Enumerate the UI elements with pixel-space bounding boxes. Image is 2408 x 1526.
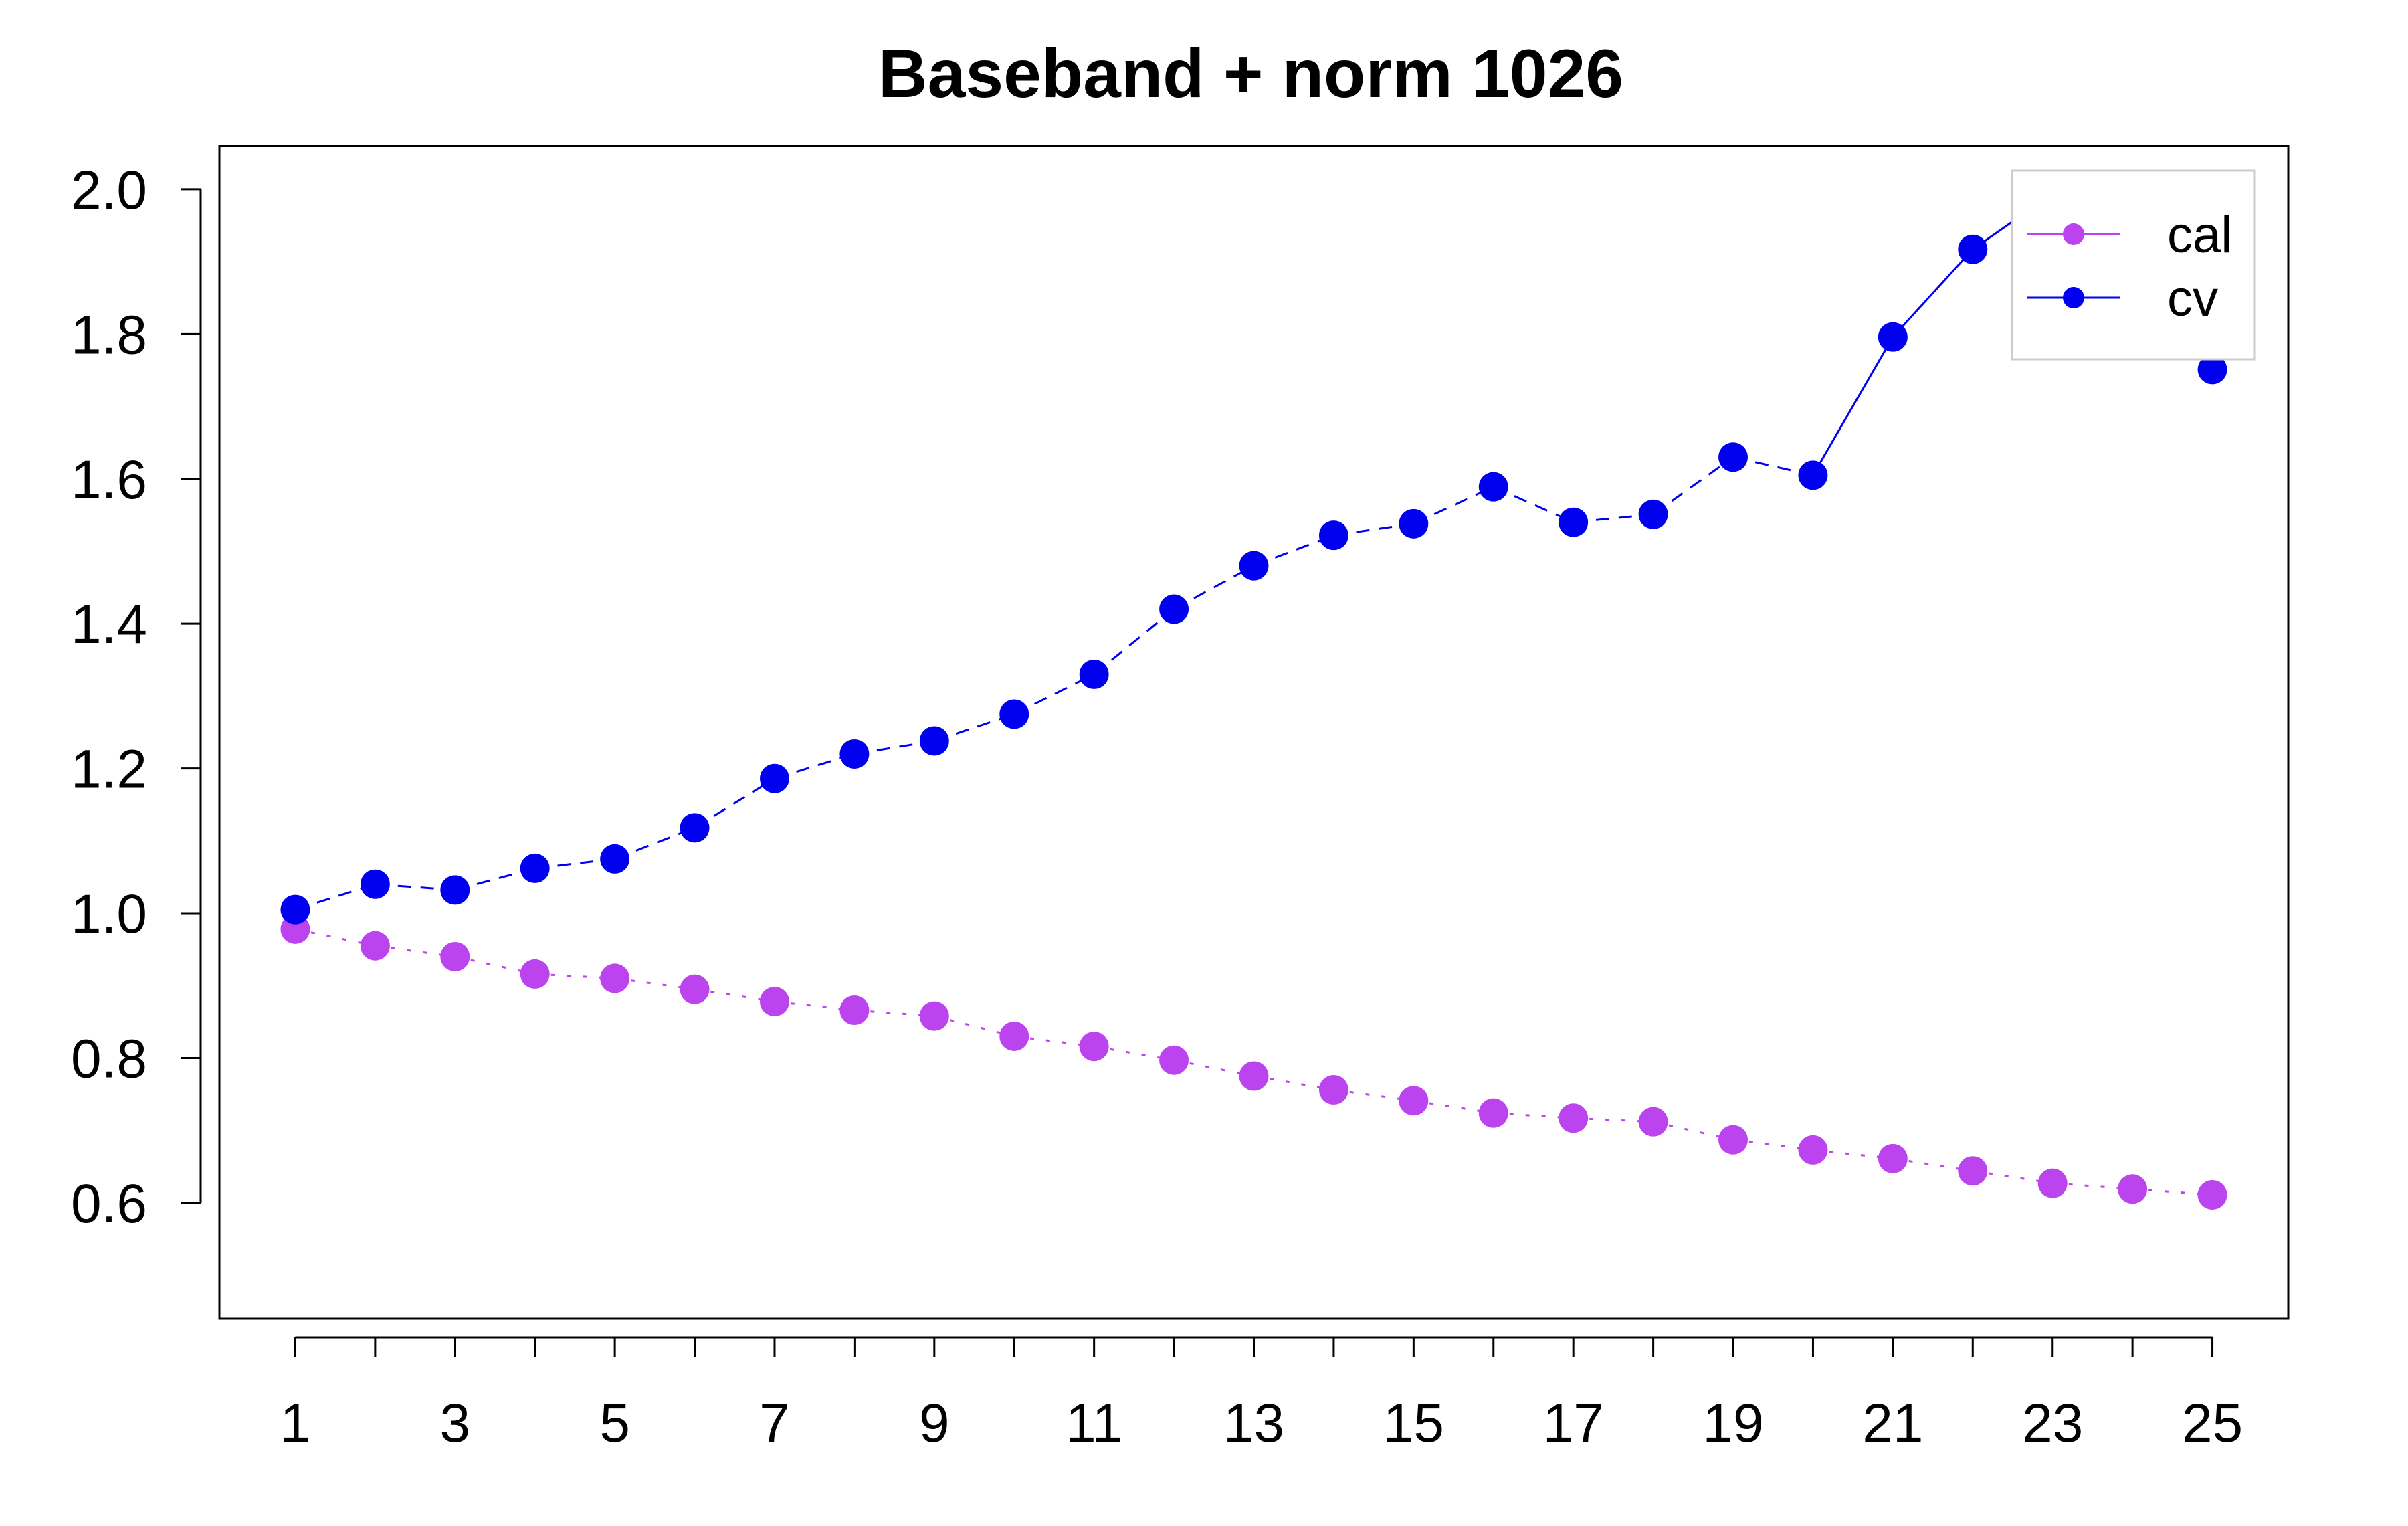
y-tick-label: 0.6 bbox=[71, 1173, 147, 1234]
series-cal-point bbox=[839, 995, 870, 1026]
x-tick-label: 11 bbox=[1066, 1393, 1122, 1454]
x-tick-label: 15 bbox=[1383, 1393, 1444, 1454]
chart-title: Baseband + norm 1026 bbox=[878, 35, 1623, 112]
y-tick-label: 1.6 bbox=[71, 450, 147, 510]
y-tick-label: 0.8 bbox=[71, 1028, 147, 1089]
series-cv-point bbox=[680, 813, 710, 843]
series-cal-point bbox=[440, 941, 470, 971]
series-cal-point bbox=[2118, 1174, 2148, 1204]
series-cv-segment bbox=[1093, 608, 1175, 676]
series-cal-point bbox=[1718, 1125, 1748, 1155]
series-cv-point bbox=[600, 844, 630, 874]
series-cv-segment bbox=[1173, 565, 1255, 610]
series-cal bbox=[280, 914, 2227, 1210]
series-cv-point bbox=[1798, 460, 1828, 490]
series-cal-point bbox=[1559, 1103, 1589, 1133]
series-cv-segment bbox=[694, 777, 775, 829]
y-tick-label: 1.0 bbox=[71, 884, 147, 945]
series-cv-point bbox=[440, 875, 470, 905]
series-cv-point bbox=[520, 853, 550, 883]
series-cv-segment bbox=[1892, 248, 1974, 338]
series-cv-point bbox=[360, 869, 390, 899]
series-cv-point bbox=[2197, 355, 2227, 385]
series-cv-point bbox=[1559, 507, 1589, 537]
series-cv-point bbox=[919, 726, 949, 756]
series-cv-point bbox=[759, 763, 789, 793]
series-cal-point bbox=[520, 959, 550, 989]
series-cal-point bbox=[1798, 1135, 1828, 1165]
x-tick-label: 1 bbox=[280, 1393, 311, 1454]
series-cal-point bbox=[1478, 1098, 1508, 1128]
series-cal-point bbox=[1878, 1143, 1908, 1173]
series-layer bbox=[280, 179, 2227, 1210]
series-cal-point bbox=[1079, 1032, 1109, 1062]
series-cal-point bbox=[1318, 1075, 1348, 1105]
series-cv-segment bbox=[1013, 673, 1095, 715]
x-tick-label: 13 bbox=[1223, 1393, 1284, 1454]
x-tick-label: 25 bbox=[2182, 1393, 2243, 1454]
series-cv-segment bbox=[1812, 336, 1894, 476]
series-cv-point bbox=[1718, 442, 1748, 472]
series-cal-point bbox=[2037, 1168, 2068, 1198]
series-cal-point bbox=[1159, 1045, 1189, 1075]
x-tick-label: 3 bbox=[439, 1393, 470, 1454]
series-cv-point bbox=[1318, 520, 1348, 551]
series-cv-point bbox=[1239, 551, 1269, 581]
series-cal-point bbox=[1638, 1107, 1668, 1137]
legend-label-cal: cal bbox=[2167, 207, 2232, 264]
legend-marker-cv bbox=[2063, 287, 2084, 308]
series-cal-point bbox=[759, 987, 789, 1017]
legend-label-cv: cv bbox=[2167, 270, 2218, 327]
series-cal-point bbox=[680, 974, 710, 1004]
series-cv-point bbox=[1878, 322, 1908, 352]
series-cal-point bbox=[2197, 1179, 2227, 1210]
x-tick-label: 5 bbox=[599, 1393, 630, 1454]
axes: 0.60.81.01.21.41.61.82.01 3 5 7 9 11 13 15 17 19 2… bbox=[71, 160, 2243, 1454]
series-cal-point bbox=[1399, 1086, 1429, 1116]
series-cal-point bbox=[1958, 1156, 1988, 1186]
plot-frame bbox=[218, 145, 2290, 1320]
series-cv-point bbox=[280, 894, 310, 925]
series-cv-point bbox=[1958, 234, 1988, 264]
series-cv-point bbox=[1159, 594, 1189, 624]
series-cv-point bbox=[999, 699, 1029, 729]
series-cal-point bbox=[360, 931, 390, 961]
legend-box bbox=[2011, 169, 2256, 361]
series-cal-point bbox=[600, 963, 630, 993]
series-cv-point bbox=[1638, 499, 1668, 529]
series-cal-point bbox=[999, 1021, 1029, 1051]
series-cv-point bbox=[1478, 472, 1508, 502]
y-tick-label: 1.2 bbox=[71, 739, 147, 800]
series-cal-point bbox=[919, 1001, 949, 1031]
x-tick-label: 21 bbox=[1862, 1393, 1923, 1454]
series-cv-segment bbox=[1652, 456, 1734, 516]
series-cv-point bbox=[1399, 508, 1429, 539]
legend-marker-cal bbox=[2063, 223, 2084, 245]
x-tick-label: 9 bbox=[919, 1393, 950, 1454]
x-tick-label: 17 bbox=[1543, 1393, 1604, 1454]
x-tick-label: 7 bbox=[759, 1393, 790, 1454]
y-tick-label: 2.0 bbox=[71, 160, 147, 221]
y-tick-label: 1.4 bbox=[71, 594, 147, 655]
y-tick-label: 1.8 bbox=[71, 304, 147, 365]
series-cv-point bbox=[1079, 659, 1109, 689]
x-tick-label: 19 bbox=[1702, 1393, 1763, 1454]
series-cv-point bbox=[839, 739, 870, 769]
x-tick-label: 23 bbox=[2022, 1393, 2083, 1454]
legend: cal cv bbox=[2011, 169, 2256, 361]
series-cal-point bbox=[1239, 1061, 1269, 1091]
